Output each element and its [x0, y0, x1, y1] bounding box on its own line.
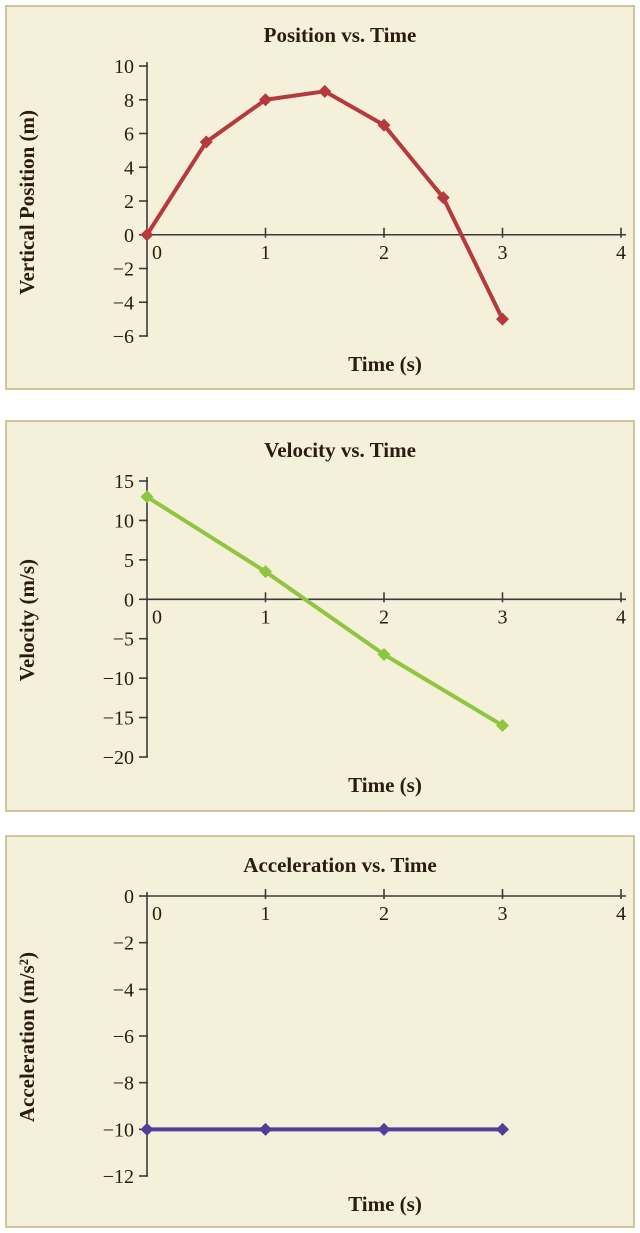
acceleration-chart-title: Acceleration vs. Time: [243, 853, 437, 877]
acceleration-plot: 0 −2 −4 −6 −8 −10 −12 0 1 2 3 4: [103, 886, 626, 1188]
position-chart-panel: Position vs. Time Vertical Position (m) …: [5, 5, 635, 390]
svg-text:−2: −2: [113, 259, 134, 281]
velocity-plot: 15 10 5 0 −5 −10 −15 −20 0 1 2 3 4: [103, 471, 626, 769]
svg-text:−10: −10: [103, 668, 134, 690]
svg-text:6: 6: [124, 124, 134, 146]
svg-text:4: 4: [124, 157, 134, 179]
svg-text:−2: −2: [113, 933, 134, 955]
velocity-chart-title: Velocity vs. Time: [264, 438, 416, 462]
svg-text:3: 3: [498, 903, 508, 925]
svg-text:15: 15: [114, 471, 134, 493]
velocity-chart-panel: Velocity vs. Time Velocity (m/s) 15 10 5 0−…: [5, 420, 635, 812]
svg-text:1: 1: [261, 606, 271, 628]
svg-text:3: 3: [498, 606, 508, 628]
svg-text:8: 8: [124, 90, 134, 112]
position-plot: 10 8 6 4 2 0 −2 −4 −6 0 1 2 3 4: [113, 56, 626, 348]
position-y-axis-label: Vertical Position (m): [15, 109, 39, 295]
velocity-y-axis-label: Velocity (m/s): [15, 558, 39, 682]
position-x-axis-label: Time (s): [348, 352, 422, 376]
velocity-x-axis-label: Time (s): [348, 773, 422, 797]
acceleration-chart-body: Acceleration (m/s²) 0 −2 −4 −6 −8 −10 −12 0 1 2 3 4: [7, 884, 633, 1190]
svg-text:−8: −8: [113, 1073, 134, 1095]
svg-text:2: 2: [124, 191, 134, 213]
svg-text:−4: −4: [113, 292, 134, 314]
svg-text:−4: −4: [113, 979, 134, 1001]
acceleration-y-axis-label: Acceleration (m/s²): [15, 951, 39, 1123]
svg-text:0: 0: [124, 886, 134, 908]
position-chart-title: Position vs. Time: [263, 23, 417, 47]
svg-text:0: 0: [124, 589, 134, 611]
svg-text:2: 2: [379, 606, 389, 628]
svg-text:10: 10: [114, 56, 134, 78]
svg-text:4: 4: [616, 903, 626, 925]
svg-text:0: 0: [152, 242, 162, 264]
svg-text:−12: −12: [103, 1166, 134, 1188]
svg-text:−15: −15: [103, 708, 134, 730]
svg-text:1: 1: [261, 242, 271, 264]
svg-text:10: 10: [114, 510, 134, 532]
svg-text:4: 4: [616, 606, 626, 628]
position-chart-body: Vertical Position (m) 10 8 6 4 2 0 −2 −4 −6 0 1 2 3 4: [7, 54, 633, 350]
svg-text:0: 0: [124, 225, 134, 247]
svg-text:−6: −6: [113, 1026, 134, 1048]
svg-text:−6: −6: [113, 326, 134, 348]
svg-text:2: 2: [379, 242, 389, 264]
acceleration-chart-panel: Acceleration vs. Time Acceleration (m/s²…: [5, 835, 635, 1228]
svg-text:3: 3: [498, 242, 508, 264]
svg-text:−10: −10: [103, 1119, 134, 1141]
svg-text:0: 0: [152, 606, 162, 628]
svg-text:1: 1: [261, 903, 271, 925]
acceleration-x-axis-label: Time (s): [348, 1192, 422, 1216]
kinematics-graphs-figure: Position vs. Time Vertical Position (m) …: [0, 5, 640, 1228]
svg-text:0: 0: [152, 903, 162, 925]
velocity-chart-body: Velocity (m/s) 15 10 5 0 −5 −10 −15 −20 0 1 2 3 4: [7, 469, 633, 771]
svg-text:−5: −5: [113, 629, 134, 651]
svg-text:4: 4: [616, 242, 626, 264]
svg-text:2: 2: [379, 903, 389, 925]
svg-text:5: 5: [124, 550, 134, 572]
svg-text:−20: −20: [103, 747, 134, 769]
